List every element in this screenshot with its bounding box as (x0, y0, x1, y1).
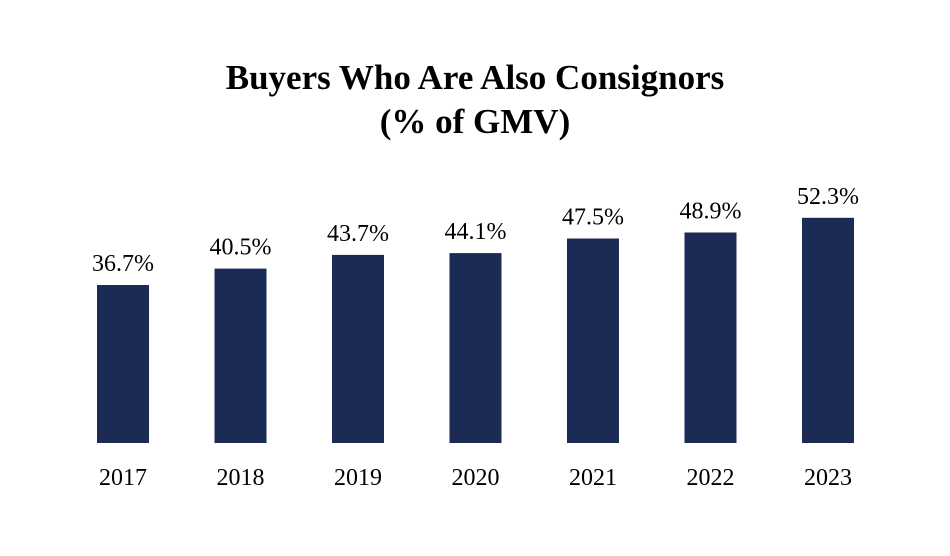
data-label-2019: 43.7% (327, 221, 389, 247)
chart-title-line2: (% of GMV) (379, 102, 571, 141)
bar-2021 (567, 238, 619, 443)
x-tick-2019: 2019 (334, 465, 382, 491)
data-label-2018: 40.5% (210, 235, 272, 261)
bars-layer (97, 217, 854, 443)
x-tick-2022: 2022 (687, 465, 735, 491)
x-tick-2020: 2020 (452, 465, 500, 491)
chart-title: Buyers Who Are Also Consignors (% of GMV… (0, 56, 950, 144)
data-label-2021: 47.5% (562, 205, 624, 231)
bar-2017 (97, 285, 149, 443)
bar-2023 (802, 217, 854, 443)
data-label-2022: 48.9% (680, 199, 742, 225)
bar-2019 (332, 254, 384, 443)
x-tick-2017: 2017 (99, 465, 147, 491)
x-tick-2018: 2018 (217, 465, 265, 491)
bar-2020 (449, 253, 502, 443)
x-tick-2023: 2023 (804, 465, 852, 491)
bar-2022 (684, 232, 737, 443)
data-label-2020: 44.1% (445, 219, 507, 245)
data-label-2017: 36.7% (92, 251, 154, 277)
data-labels-layer: 36.7% 40.5% 43.7% 44.1% 47.5% 48.9% 52.3% (92, 184, 859, 277)
chart-title-line1: Buyers Who Are Also Consignors (225, 58, 725, 97)
x-tick-2021: 2021 (569, 465, 617, 491)
data-label-2023: 52.3% (797, 184, 859, 210)
bar-2018 (214, 268, 267, 443)
x-axis-ticks: 2017 2018 2019 2020 2021 2022 2023 (99, 465, 852, 491)
